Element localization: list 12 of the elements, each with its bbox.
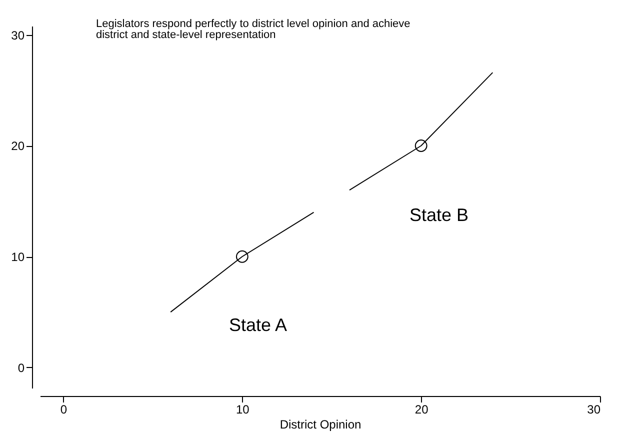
x-axis-title: District Opinion [280,418,362,432]
x-tick-label: 0 [60,402,68,416]
annotation: State B [409,205,469,225]
y-tick-label: 0 [18,360,25,375]
y-tick-label: 20 [11,139,25,154]
x-tick-label: 10 [236,402,250,416]
y-tick-label: 30 [11,28,25,42]
x-tick-label: 20 [414,402,429,416]
annotation: State A [228,315,288,335]
x-tick-label: 30 [587,402,601,416]
chart-title: Legislators respond perfectly to district level opinion and achieve district and state-level representation [96,18,410,41]
y-tick-label: 10 [11,250,25,264]
